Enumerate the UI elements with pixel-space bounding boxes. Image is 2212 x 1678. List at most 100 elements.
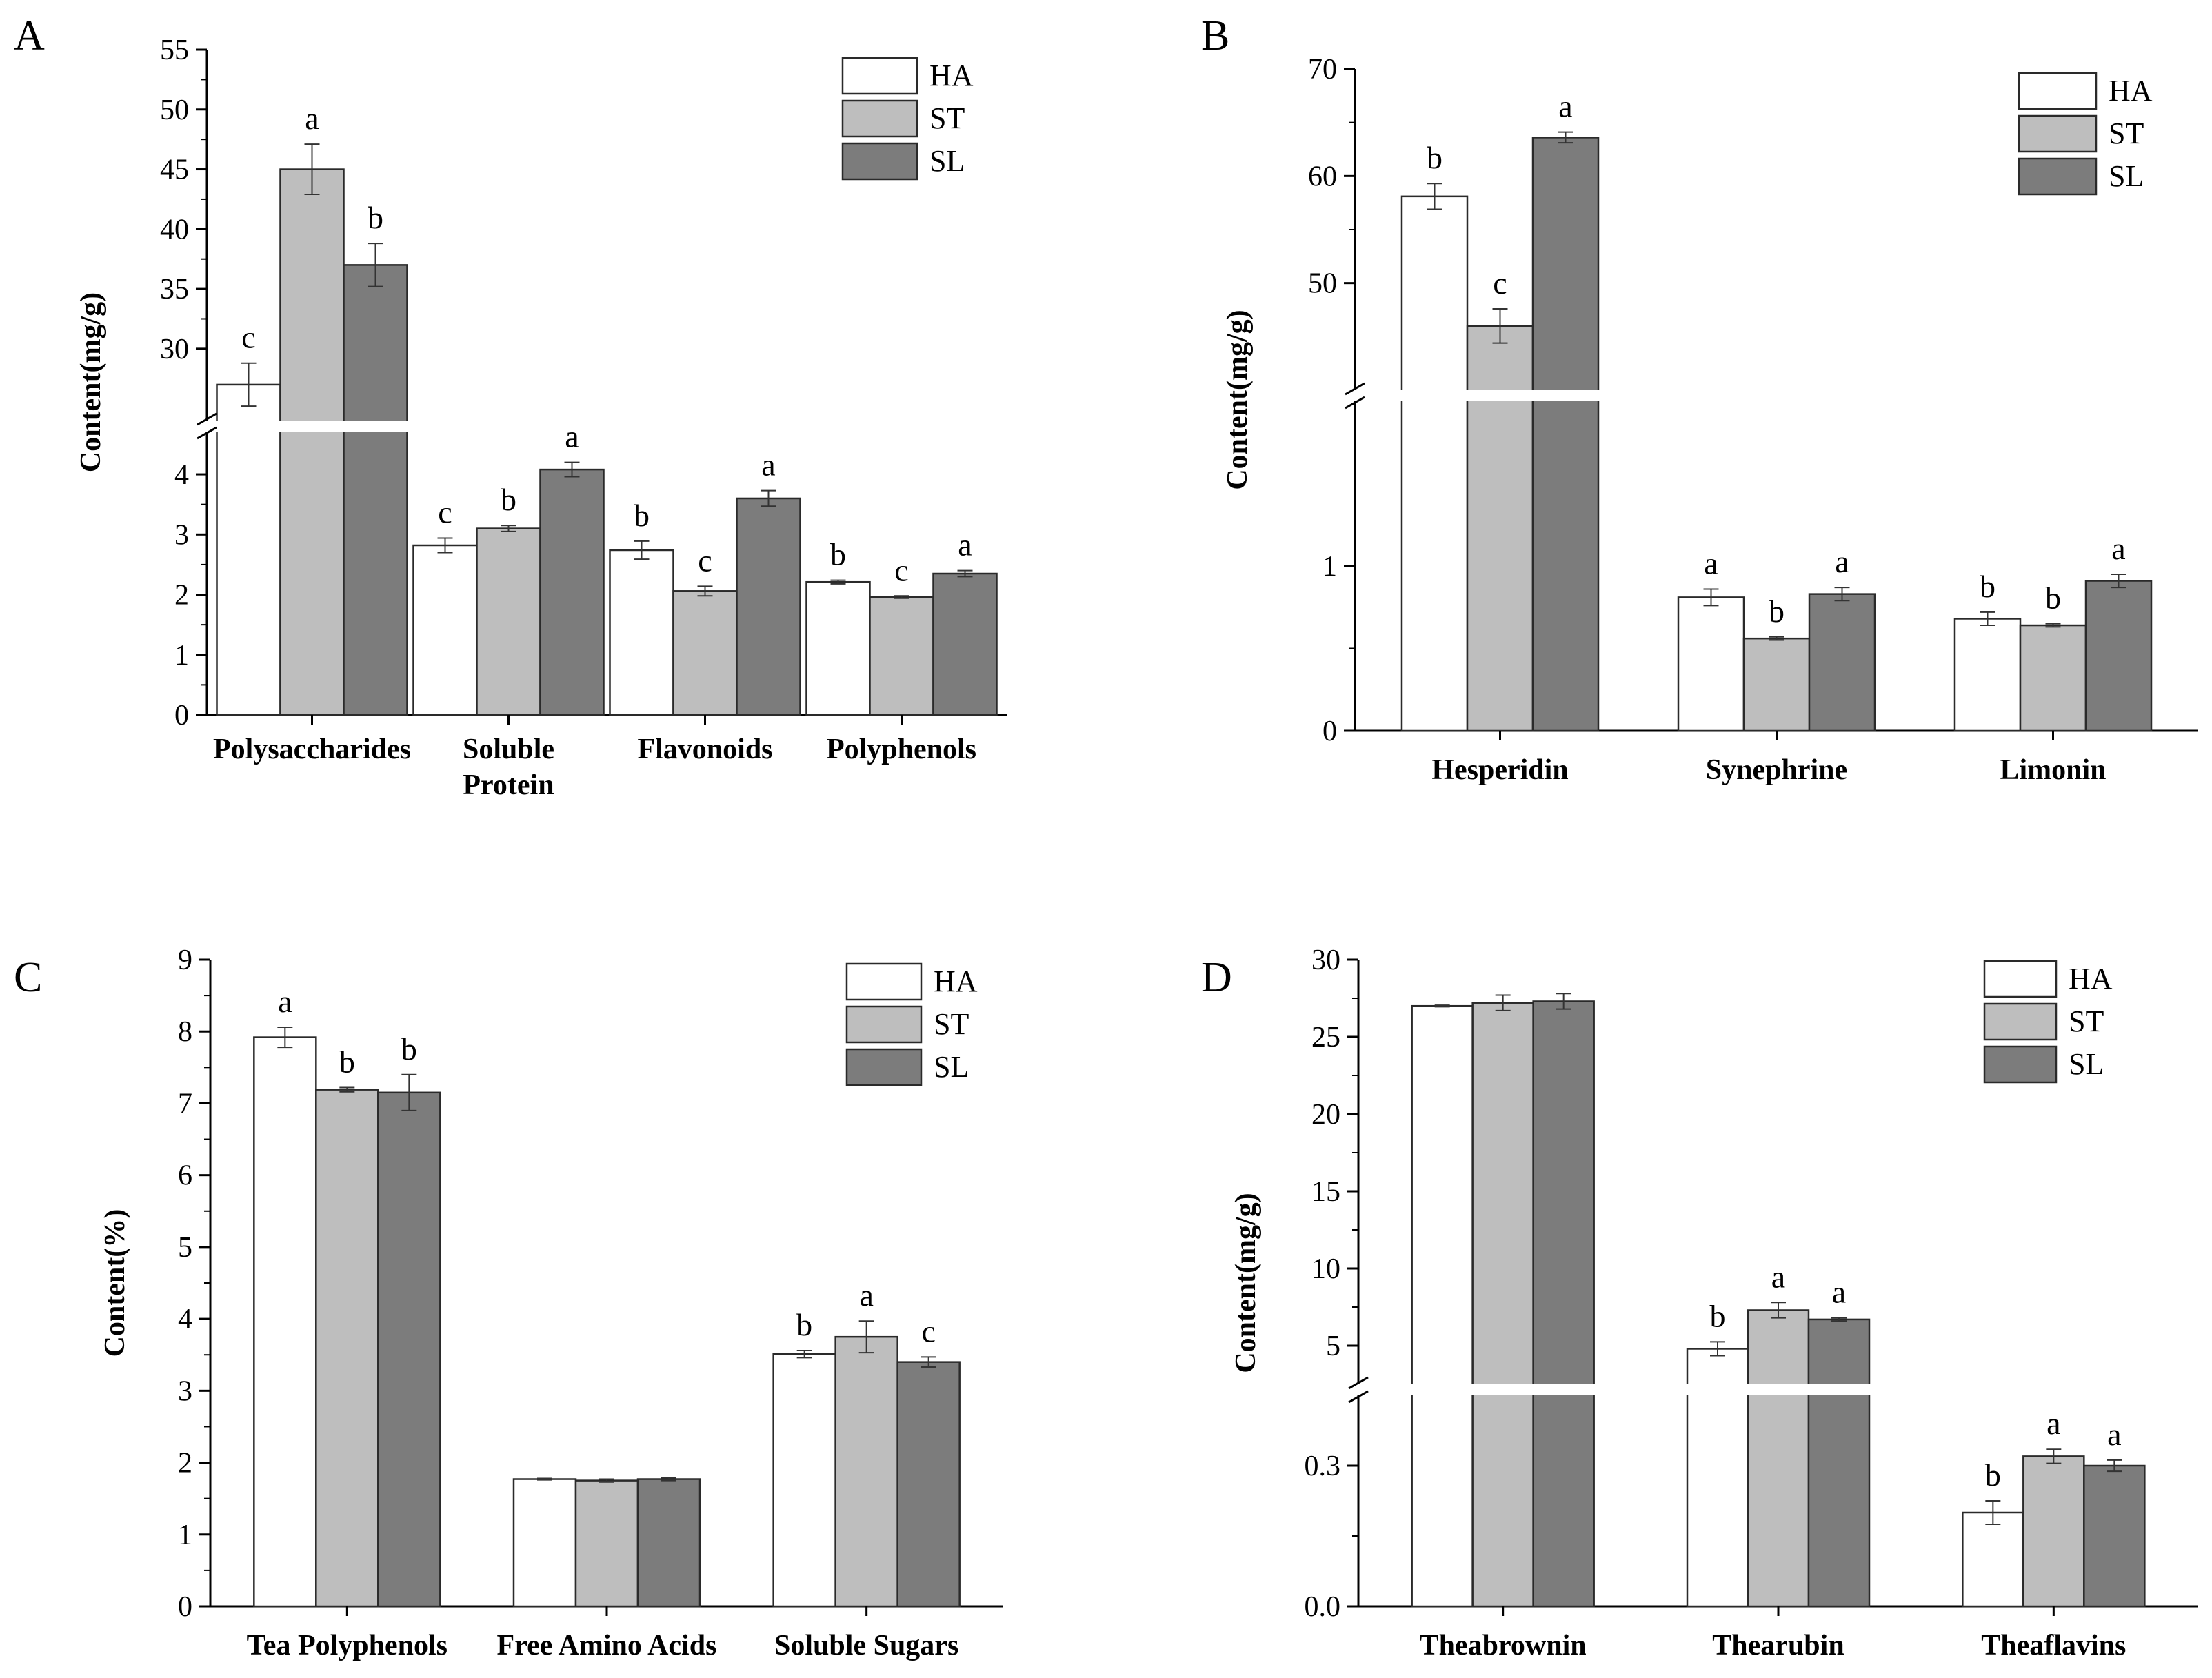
bar-ha <box>772 1353 836 1608</box>
bar-st <box>869 596 934 716</box>
bar-ha <box>216 383 281 716</box>
y-tick-label: 10 <box>1311 1253 1340 1285</box>
panel-letter: B <box>1201 12 1229 59</box>
y-tick-label: 0 <box>174 700 189 731</box>
legend-label: HA <box>2069 962 2113 995</box>
bar-sl <box>539 468 605 716</box>
significance-letter: a <box>1832 1275 1846 1310</box>
significance-letter: a <box>2111 531 2125 566</box>
significance-letter: a <box>278 984 292 1019</box>
y-tick-label: 20 <box>1311 1099 1340 1131</box>
category-label: Soluble Sugars <box>774 1630 958 1661</box>
significance-letter: b <box>1710 1298 1726 1333</box>
panel-letter: D <box>1201 954 1232 1001</box>
category-label: Theabrownin <box>1420 1630 1587 1661</box>
significance-letter: b <box>339 1044 355 1080</box>
y-tick-label: 55 <box>160 34 189 66</box>
y-tick-label: 7 <box>178 1088 192 1120</box>
legend-label: SL <box>934 1050 969 1084</box>
bar-sl <box>2083 1464 2146 1608</box>
significance-letter: c <box>1493 265 1507 301</box>
bar-st <box>476 527 541 716</box>
panel-letter: C <box>14 954 42 1001</box>
axis-break-gap <box>1345 1384 2198 1395</box>
legend-label: HA <box>2109 74 2153 108</box>
legend-label: SL <box>2069 1047 2104 1081</box>
category-label: Hesperidin <box>1431 754 1568 786</box>
bar-st <box>834 1335 898 1608</box>
y-tick-label: 0.0 <box>1305 1591 1341 1623</box>
bar-st <box>279 168 345 716</box>
bar-ha <box>1953 618 2022 732</box>
bar-sl <box>896 1361 961 1608</box>
panel-A: A 0 1 2 3 4 30 35 40 45 50 55 Content(mg/g) c a b c b a b c a… <box>14 12 1007 801</box>
bar-st <box>1742 637 1811 732</box>
y-tick-label: 0.3 <box>1305 1450 1341 1482</box>
bar-sl <box>2084 580 2153 732</box>
significance-letter: b <box>401 1031 417 1067</box>
bar-st <box>2019 624 2087 732</box>
category-label: Polyphenols <box>827 734 976 765</box>
category-label: Flavonoids <box>637 734 772 765</box>
bar-ha <box>512 1478 577 1608</box>
legend-swatch-st <box>845 1005 923 1044</box>
bar-ha <box>805 580 871 716</box>
y-tick-label: 50 <box>160 94 189 126</box>
y-tick-label: 35 <box>160 274 189 305</box>
y-tick-label: 4 <box>178 1304 192 1335</box>
y-tick-label: 1 <box>1323 551 1337 583</box>
bar-st <box>315 1089 379 1608</box>
bar-sl <box>377 1091 441 1608</box>
significance-letter: b <box>1427 140 1442 175</box>
bar-st <box>2022 1455 2085 1608</box>
legend-swatch-st <box>2018 114 2098 153</box>
significance-letter: a <box>1558 89 1572 124</box>
significance-letter: a <box>761 447 775 483</box>
y-tick-label: 8 <box>178 1016 192 1048</box>
significance-letter: a <box>305 101 319 136</box>
bar-ha <box>412 544 478 716</box>
significance-letter: c <box>921 1313 935 1348</box>
bar-sl <box>343 264 408 716</box>
y-tick-label: 70 <box>1308 54 1337 85</box>
legend-swatch-sl <box>1983 1045 2058 1084</box>
category-label: Protein <box>463 769 554 801</box>
legend-swatch-ha <box>1983 960 2058 998</box>
significance-letter: c <box>438 495 452 530</box>
bar-ha <box>609 549 674 716</box>
axis-break-slash <box>1345 382 1365 396</box>
axis-break-slash <box>197 412 217 426</box>
axis-break-slash <box>197 426 217 440</box>
y-tick-label: 60 <box>1308 161 1337 192</box>
legend-swatch-sl <box>841 142 918 181</box>
y-axis-title: Content(%) <box>99 1209 131 1357</box>
significance-letter: b <box>1980 569 1995 604</box>
category-label: Polysaccharides <box>213 734 411 765</box>
y-tick-label: 3 <box>174 519 189 551</box>
y-tick-label: 30 <box>160 334 189 365</box>
bar-sl <box>636 1478 701 1608</box>
legend-label: ST <box>929 101 965 135</box>
significance-letter: c <box>698 543 712 578</box>
y-tick-label: 45 <box>160 154 189 186</box>
significance-letter: a <box>1771 1259 1785 1294</box>
bar-sl <box>1808 593 1876 732</box>
bar-sl <box>1807 1318 1871 1608</box>
axis-break-gap <box>193 421 1007 432</box>
y-tick-label: 9 <box>178 944 192 976</box>
category-label: Thearubin <box>1712 1630 1844 1661</box>
significance-letter: b <box>368 200 383 235</box>
bar-sl <box>736 497 801 716</box>
significance-letter: b <box>501 482 516 517</box>
y-tick-label: 0 <box>178 1591 192 1623</box>
category-label: Soluble <box>463 734 554 765</box>
bar-ha <box>1400 195 1469 732</box>
significance-letter: a <box>958 527 972 563</box>
significance-letter: a <box>1835 544 1849 579</box>
panel-C: C 0 1 2 3 4 5 6 7 8 9 Content(%) a b b b a c Tea Polypheno… <box>14 944 1003 1661</box>
legend-label: ST <box>2109 117 2144 150</box>
legend-swatch-st <box>841 99 918 138</box>
significance-letter: c <box>894 552 908 587</box>
y-tick-label: 25 <box>1311 1022 1340 1053</box>
